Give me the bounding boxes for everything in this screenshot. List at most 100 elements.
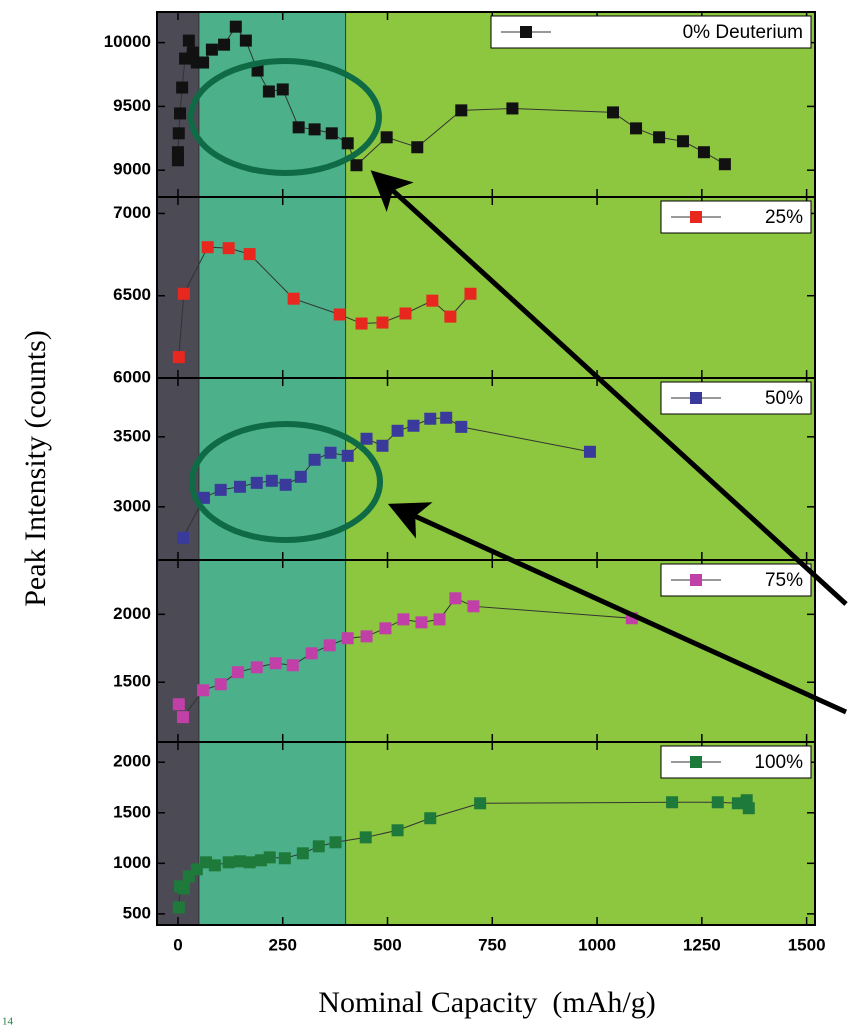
data-point (455, 104, 468, 117)
x-tick-label: 500 (373, 935, 401, 954)
data-point (292, 121, 305, 134)
legend-marker (690, 211, 702, 223)
panel: 6000 6500 7000 25% (113, 196, 816, 386)
highlight-ellipse (189, 421, 383, 543)
data-point (172, 351, 185, 364)
data-point (233, 855, 246, 868)
data-point (359, 831, 372, 844)
data-point (276, 83, 289, 96)
shaded-region (198, 12, 346, 925)
panel-frame (156, 741, 816, 926)
data-point (182, 34, 195, 47)
y-tick-label: 2000 (113, 752, 151, 771)
data-point (265, 474, 278, 487)
data-point (711, 796, 724, 809)
data-point (341, 137, 354, 150)
y-tick-label: 1500 (113, 672, 151, 691)
data-point (233, 480, 246, 493)
data-point (380, 131, 393, 144)
data-point (630, 122, 643, 135)
data-point (718, 158, 731, 171)
data-point (197, 56, 210, 69)
data-point (177, 287, 190, 300)
data-point (391, 424, 404, 437)
data-point (222, 856, 235, 869)
legend-label: 75% (765, 570, 803, 591)
data-point (174, 107, 187, 120)
y-tick-label: 2000 (113, 604, 151, 623)
data-point (294, 470, 307, 483)
annotations (188, 58, 848, 715)
x-tick-label: 1250 (683, 935, 721, 954)
x-tick-label: 250 (269, 935, 297, 954)
panel: 1500 2000 75% (113, 559, 816, 743)
data-point (308, 123, 321, 136)
data-point (653, 131, 666, 144)
y-axis-title: Peak Intensity (counts) (19, 330, 52, 607)
data-point (269, 657, 282, 670)
data-point (350, 159, 363, 172)
data-point (218, 38, 231, 51)
data-point (222, 242, 235, 255)
data-point (262, 85, 275, 98)
data-point (214, 483, 227, 496)
data-point (323, 639, 336, 652)
legend-marker (520, 26, 532, 38)
y-tick-label: 3500 (113, 426, 151, 445)
data-point (187, 46, 200, 59)
data-point (399, 307, 412, 320)
panel: 3000 3500 50% Peak Intensity (counts) (19, 330, 816, 607)
data-point (325, 127, 338, 140)
data-point (329, 836, 342, 849)
highlight-ellipse (188, 58, 382, 176)
data-point (464, 287, 477, 300)
y-tick-label: 7000 (113, 203, 151, 222)
data-point (333, 308, 346, 321)
y-tick-label: 1500 (113, 802, 151, 821)
data-point (279, 478, 292, 491)
arrow (370, 170, 848, 606)
data-point (250, 661, 263, 674)
legend-marker (690, 574, 702, 586)
data-point (172, 698, 185, 711)
data-point (250, 476, 263, 489)
data-point (254, 854, 267, 867)
data-point (379, 622, 392, 635)
data-point (506, 102, 519, 115)
data-point (583, 445, 596, 458)
data-point (341, 449, 354, 462)
data-point (201, 241, 214, 254)
data-point (467, 600, 480, 613)
legend-marker (690, 392, 702, 404)
legend-box (660, 200, 812, 234)
data-point (444, 310, 457, 323)
data-point (231, 666, 244, 679)
data-point (197, 684, 210, 697)
data-point (177, 882, 190, 895)
data-point (190, 863, 203, 876)
data-point (424, 412, 437, 425)
x-tick-label: 750 (478, 935, 506, 954)
y-tick-label: 500 (123, 903, 151, 922)
data-point (376, 316, 389, 329)
data-point (278, 852, 291, 865)
data-point (305, 647, 318, 660)
data-point (287, 292, 300, 305)
data-point (666, 796, 679, 809)
data-point (407, 419, 420, 432)
data-point (197, 491, 210, 504)
panel: 500 1000 1500 2000 100% (113, 741, 816, 926)
data-point (286, 659, 299, 672)
data-point (341, 632, 354, 645)
data-point (176, 711, 189, 724)
y-tick-label: 6000 (113, 367, 151, 386)
data-point (440, 411, 453, 424)
data-point (229, 20, 242, 33)
x-tick-label: 1500 (788, 935, 826, 954)
legend-label: 0% Deuterium (683, 22, 803, 43)
x-tick-label: 0 (173, 935, 182, 954)
y-tick-label: 1000 (113, 853, 151, 872)
data-point (697, 146, 710, 159)
x-axis-title: Nominal Capacity (mAh/g) (318, 986, 655, 1019)
